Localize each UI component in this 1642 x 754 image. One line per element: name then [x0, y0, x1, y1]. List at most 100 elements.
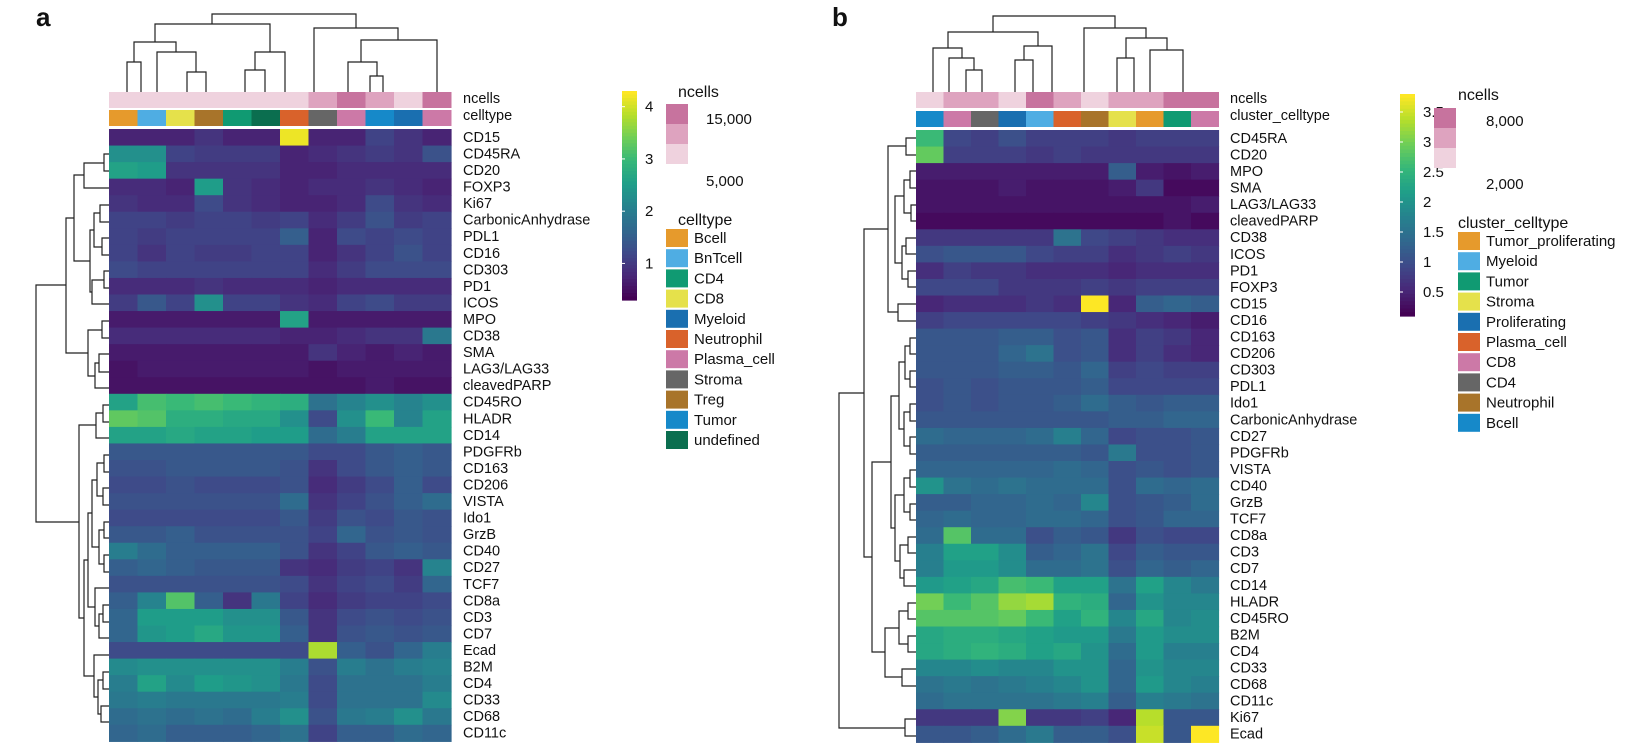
heatmap-cell	[1081, 361, 1110, 379]
colorbar-segment	[622, 233, 637, 238]
heatmap-cell	[1053, 378, 1082, 396]
heatmap-cell	[1053, 312, 1082, 330]
heatmap-cell	[394, 443, 424, 461]
heatmap-cell	[280, 675, 310, 693]
heatmap-cell	[1136, 593, 1165, 611]
heatmap-cell	[308, 675, 338, 693]
heatmap-cell	[280, 244, 310, 262]
colorbar-tick-label: 2	[645, 203, 653, 220]
heatmap-cell	[280, 294, 310, 312]
heatmap-cell	[1191, 461, 1220, 479]
heatmap-cell	[223, 211, 253, 229]
heatmap-cell	[1108, 510, 1137, 528]
heatmap-cell	[1081, 709, 1110, 727]
heatmap-cell	[943, 576, 972, 594]
heatmap-cell	[251, 393, 281, 411]
row-label: CD45RA	[463, 146, 521, 162]
row-label: PD1	[1230, 263, 1258, 279]
heatmap-cell	[1191, 130, 1220, 148]
heatmap-cell	[1108, 494, 1137, 512]
celltype-cell	[109, 110, 138, 126]
heatmap-cell	[1081, 609, 1110, 628]
heatmap-cell	[251, 526, 281, 544]
heatmap-cell	[1191, 676, 1220, 694]
heatmap-cell	[422, 658, 452, 676]
heatmap-cell	[280, 393, 310, 411]
heatmap-cell	[422, 575, 452, 593]
heatmap-cell	[251, 625, 281, 643]
heatmap-cell	[1108, 427, 1137, 446]
row-label: CD14	[1230, 578, 1267, 594]
heatmap-cell	[1136, 179, 1165, 197]
heatmap-cell	[109, 559, 139, 577]
heatmap-cell	[394, 526, 424, 544]
heatmap-cell	[308, 162, 338, 180]
row-label: VISTA	[1230, 462, 1271, 478]
panel-letter-a: a	[36, 2, 51, 32]
heatmap-cell	[394, 129, 424, 147]
ncells-legend-swatch	[666, 144, 688, 164]
colorbar-segment	[1400, 301, 1415, 306]
heatmap-cell	[194, 360, 224, 378]
legend-label: Myeloid	[1486, 253, 1538, 270]
heatmap-cell	[1136, 643, 1165, 661]
colorbar-segment	[1400, 293, 1415, 299]
colorbar-segment	[1400, 101, 1415, 106]
heatmap-cell	[1108, 345, 1137, 363]
heatmap-cell	[337, 724, 367, 742]
heatmap-cell	[166, 211, 196, 229]
panel-b: b ncells cluster_celltype CD45RACD20MPOS…	[832, 2, 1616, 743]
anno-label-ncells: ncells	[463, 91, 500, 107]
heatmap-cell	[1163, 725, 1192, 743]
heatmap-cell	[1163, 643, 1192, 661]
heatmap-cell	[251, 476, 281, 494]
heatmap-cell	[916, 278, 945, 297]
heatmap-cell	[223, 277, 253, 296]
heatmap-cell	[1191, 411, 1220, 429]
heatmap-cell	[223, 162, 253, 180]
colorbar-segment	[622, 198, 637, 204]
heatmap-cell	[194, 228, 224, 246]
heatmap-cell	[1163, 593, 1192, 611]
heatmap-cell	[998, 394, 1027, 412]
ncells-cell	[365, 92, 395, 108]
heatmap-cell	[166, 608, 196, 627]
heatmap-cell	[916, 560, 945, 578]
heatmap-cell	[971, 212, 1000, 230]
heatmap-cell	[1026, 477, 1055, 495]
row-label: cleavedPARP	[1230, 214, 1318, 230]
colorbar-tick-label: 1.5	[1423, 224, 1444, 241]
heatmap-cell	[1053, 725, 1082, 743]
colorbar-segment	[622, 185, 637, 190]
anno-label-ncells: ncells	[1230, 91, 1267, 107]
heatmap-cell	[1053, 494, 1082, 512]
heatmap-cell	[943, 312, 972, 330]
heatmap-cell	[109, 592, 139, 610]
heatmap-cell	[166, 476, 196, 494]
ncells-cell	[998, 92, 1027, 108]
heatmap-cell	[1108, 278, 1137, 297]
heatmap-cell	[166, 443, 196, 461]
heatmap-cell	[1163, 576, 1192, 594]
legend-swatch	[1458, 413, 1480, 432]
colorbar-segment	[1400, 219, 1415, 225]
heatmap-cell	[971, 146, 1000, 164]
legend-swatch	[666, 229, 688, 247]
heatmap-cell	[280, 526, 310, 544]
celltype-cell	[308, 110, 338, 126]
heatmap-cell	[1191, 212, 1220, 230]
ncells-annotation-row	[109, 92, 452, 108]
heatmap-cell	[109, 178, 139, 196]
row-label: CD8a	[1230, 528, 1268, 544]
heatmap-cell	[1163, 328, 1192, 346]
colorbar-segment	[622, 153, 637, 158]
heatmap-cell	[166, 509, 196, 527]
heatmap-cell	[1081, 477, 1110, 495]
heatmap-cell	[337, 162, 367, 180]
heatmap-cell	[223, 294, 253, 312]
heatmap-cell	[971, 659, 1000, 677]
heatmap-cell	[223, 311, 253, 329]
colorbar-segment	[1400, 267, 1415, 273]
heatmap-cell	[422, 344, 452, 362]
heatmap-cell	[1053, 262, 1082, 280]
